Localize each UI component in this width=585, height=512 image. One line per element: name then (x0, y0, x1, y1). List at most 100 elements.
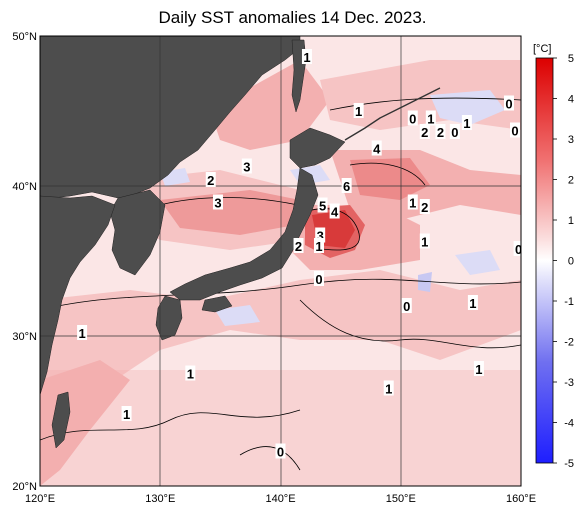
contour-label: 0 (505, 97, 512, 112)
shikoku (201, 295, 233, 313)
colorbar-tick-label: -3 (564, 377, 574, 389)
contour-label-background (401, 298, 412, 313)
contour-label: 1 (427, 112, 434, 127)
contour-label-background (371, 140, 382, 156)
contour-label: 1 (123, 407, 130, 422)
contour-label: 1 (315, 239, 322, 254)
contour-label-background (383, 380, 394, 396)
contour-label: 2 (421, 200, 428, 215)
colorbar-tick-label: -5 (564, 458, 574, 470)
contour-label-background (425, 110, 436, 126)
contour-label: 1 (475, 362, 482, 377)
contour-label: 0 (315, 272, 322, 287)
cool-anomaly-region (215, 305, 260, 326)
contour-label: 2 (421, 125, 428, 140)
colorbar-tick-label: 3 (568, 134, 574, 146)
contour-label-background (407, 194, 418, 210)
contour-label-background (503, 95, 514, 111)
contour-label-background (301, 49, 312, 64)
contour-label-background (77, 325, 88, 340)
contour-label-background (419, 233, 430, 249)
colorbar-unit: [°C] (533, 43, 551, 55)
colorbar-tick-label: 0 (568, 256, 574, 268)
colorbar-tick-label: 4 (568, 94, 574, 106)
contour-label-background (185, 365, 196, 381)
contour-label: 5 (319, 199, 326, 214)
contour-label-background (241, 158, 252, 174)
colorbar-tick-label: -1 (564, 296, 574, 308)
latitude-tick-label: 50°N (12, 31, 37, 43)
kyushu (155, 295, 183, 341)
warm-anomaly-region (160, 190, 300, 235)
contour-label-background (121, 406, 132, 421)
contour-label: 1 (187, 367, 194, 382)
longitude-tick-label: 150°E (386, 493, 416, 505)
colorbar-tick-label: -2 (564, 337, 574, 349)
longitude-tick-label: 140°E (265, 493, 295, 505)
contour-label: 1 (463, 116, 470, 131)
latitude-tick-label: 30°N (12, 331, 37, 343)
contour-label: 4 (373, 142, 381, 157)
contour-label: 1 (409, 196, 416, 211)
latitude-ticks: 50°N 40°N 30°N 20°N (12, 31, 37, 493)
contour-label-background (467, 295, 478, 310)
map-frame (39, 35, 522, 487)
taiwan (51, 391, 71, 449)
continent (40, 36, 301, 199)
contour-label-background (419, 199, 430, 214)
contour-label-background (313, 271, 324, 286)
contour-label: 0 (277, 445, 284, 460)
map-grid (40, 36, 521, 486)
contour-label-background (317, 197, 328, 213)
warm-anomaly-region (350, 158, 430, 200)
cool-anomaly-region (455, 250, 500, 275)
contour-label: 2 (437, 125, 444, 140)
contour-label-background (461, 115, 472, 130)
colorbar-tick-label: 1 (568, 215, 574, 227)
latitude-tick-label: 20°N (12, 481, 37, 493)
contour-label-background (341, 178, 352, 193)
colorbar-tick-label: -4 (564, 418, 574, 430)
contour-label-background (473, 361, 484, 376)
hokkaido (289, 127, 346, 169)
contour-label: 0 (511, 124, 518, 139)
contour-label: 2 (295, 239, 302, 254)
contour-label: 6 (343, 179, 350, 194)
contour-label: 1 (469, 296, 476, 311)
longitude-tick-label: 160°E (506, 493, 536, 505)
contour-label-background (275, 443, 286, 459)
longitude-tick-label: 130°E (145, 493, 175, 505)
contour-label: 1 (421, 235, 428, 250)
longitude-ticks: 120°E 130°E 140°E 150°E 160°E (25, 493, 536, 505)
contour-label-background (212, 194, 223, 210)
contour-label: 1 (78, 326, 85, 341)
map-title: Daily SST anomalies 14 Dec. 2023. (158, 8, 427, 27)
contour-label: 0 (515, 242, 522, 257)
contour-label-background (313, 238, 324, 253)
contour-label-background (329, 203, 340, 219)
contour-label: 1 (303, 50, 310, 65)
warm-anomaly-region (40, 360, 130, 486)
contour-lines (40, 97, 521, 471)
cool-anomaly-region (418, 272, 432, 292)
warm-anomaly-region (40, 370, 521, 486)
contour-label-background (449, 124, 460, 139)
longitude-tick-label: 120°E (25, 493, 55, 505)
contour-label: 4 (331, 205, 339, 220)
contour-label: 1 (355, 104, 362, 119)
contour-label: 0 (409, 112, 416, 127)
colorbar-tick-label: 5 (568, 53, 574, 65)
contour-label-background (509, 122, 520, 138)
contour-label-background (293, 238, 304, 253)
china-coast (40, 195, 116, 396)
contour-label: 3 (214, 196, 221, 211)
contour-label-background (205, 172, 216, 187)
contour-label: 3 (317, 229, 324, 244)
contour-label-background (315, 227, 326, 243)
kuril-islands (344, 87, 441, 141)
contour-label: 3 (243, 160, 250, 175)
colorbar-scale (535, 57, 554, 464)
